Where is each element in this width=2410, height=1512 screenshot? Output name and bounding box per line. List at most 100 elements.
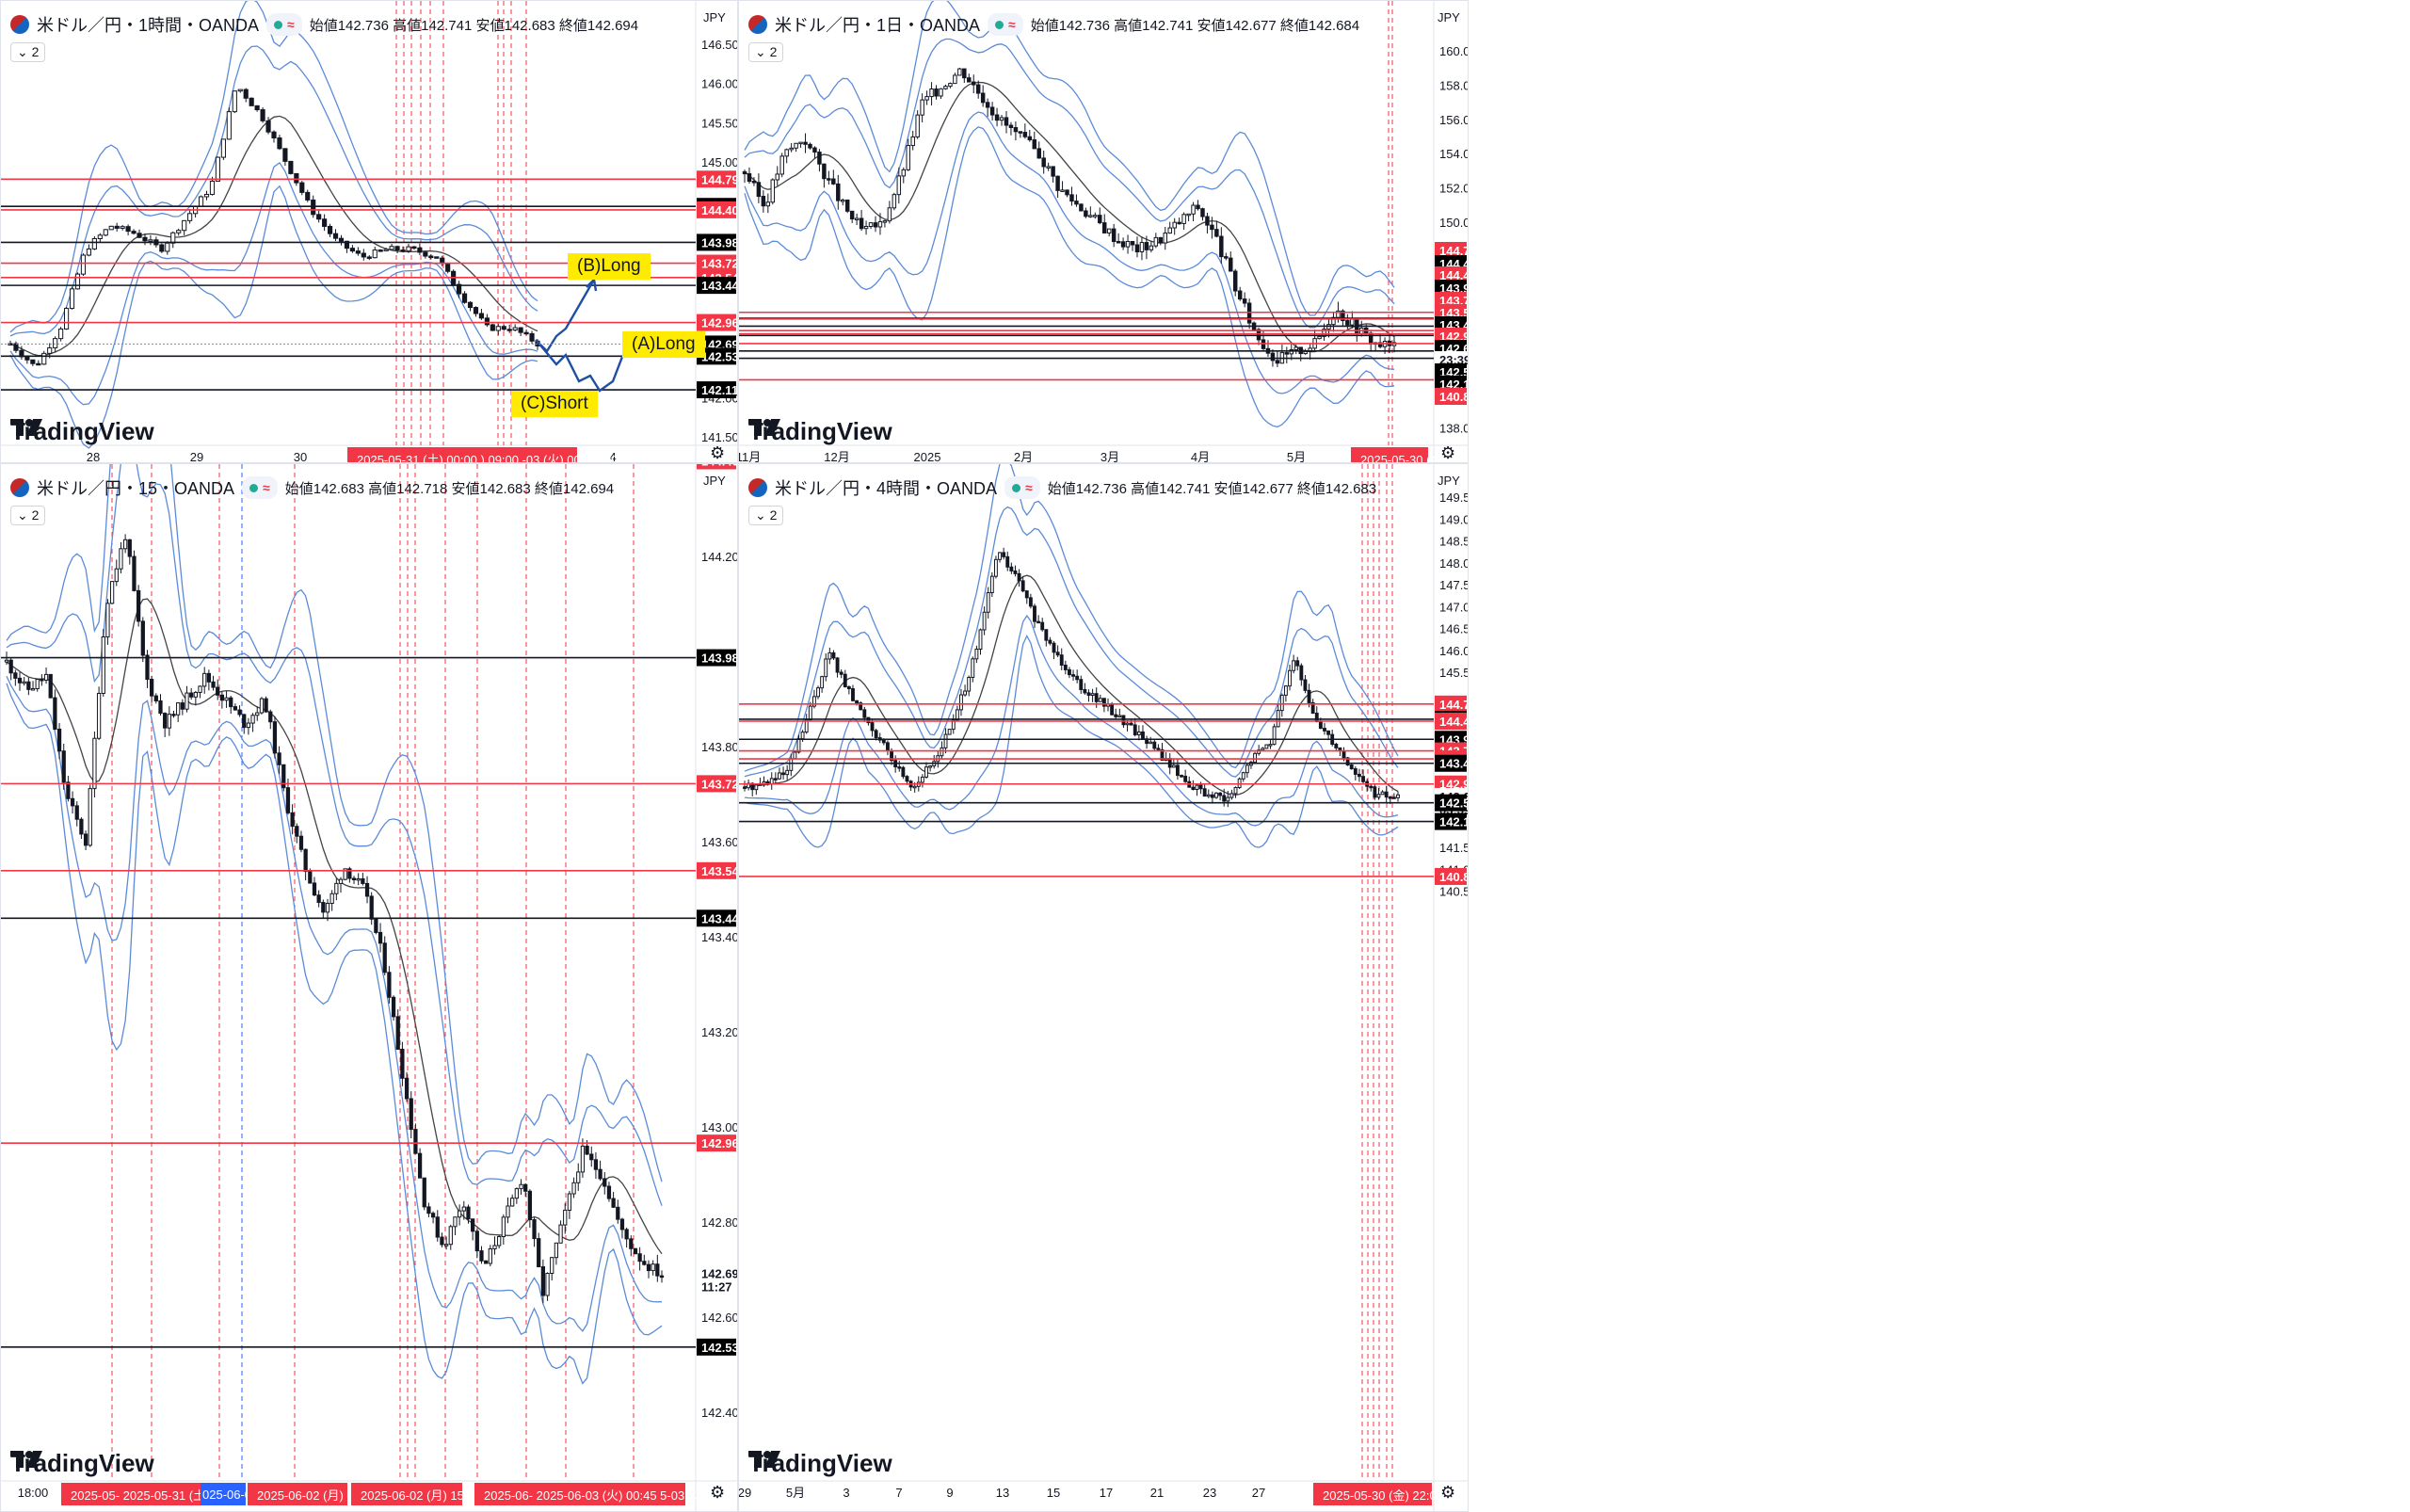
candle-body [400, 249, 406, 252]
candle-body [943, 86, 948, 89]
candle-body [993, 558, 998, 577]
candle-body [457, 283, 462, 295]
candle-body [1120, 241, 1126, 248]
indicator-count-toggle[interactable]: ⌄ 2 [10, 506, 46, 525]
candle-body [887, 207, 892, 222]
candle-body [105, 603, 110, 638]
candle-body [484, 1260, 489, 1264]
chart-canvas-4h[interactable]: 149.500 149.000 148.500 148.000 147.500 147.0… [739, 464, 1469, 1512]
candle-body [1357, 773, 1361, 778]
candle-body [1295, 660, 1300, 667]
usdjpy-flag-icon [748, 478, 767, 497]
candle-body [203, 193, 210, 198]
price-tick-label: 146.500 [1439, 622, 1469, 636]
candle-body [226, 111, 232, 140]
settings-gear-icon[interactable]: ⚙ [710, 1483, 726, 1502]
candle-body [1380, 791, 1385, 796]
settings-gear-icon[interactable]: ⚙ [710, 443, 726, 462]
chart-canvas-15m[interactable]: 144.200 143.800 143.600 143.400 143.200 143.0… [1, 464, 738, 1512]
candle-body [910, 136, 915, 147]
candle-body [756, 182, 762, 198]
candle-body [633, 1247, 638, 1255]
candle-body [789, 147, 794, 151]
candle-body [1098, 215, 1102, 224]
candle-body [1134, 244, 1140, 252]
status-pill[interactable]: ≈ [988, 13, 1023, 36]
candle-body [778, 772, 781, 780]
candle-body [97, 234, 103, 239]
chart-panel-1h[interactable]: 146.500146.000145.500145.000142.000141.5… [0, 0, 738, 463]
bollinger-upper-2sd [6, 464, 663, 1206]
price-label-text: 143.989 [701, 235, 738, 249]
candle-body [132, 555, 137, 591]
candle-body [1289, 348, 1294, 355]
candle-body [91, 237, 97, 249]
chart-panel-4h[interactable]: 149.500 149.000 148.500 148.000 147.500 147.0… [738, 463, 1469, 1512]
candle-body [1114, 714, 1118, 717]
candle-body [1226, 796, 1230, 802]
candle-body [1232, 270, 1238, 292]
chart-canvas-1d[interactable]: 160.000 158.000 156.000 154.000 152.000 150.0… [739, 1, 1469, 463]
candle-body [153, 695, 158, 701]
candle-body [243, 88, 249, 99]
chart-canvas-1h[interactable]: 146.500146.000145.500145.000142.000141.5… [1, 1, 738, 463]
candle-body [540, 1266, 546, 1296]
candle-body [1350, 318, 1355, 326]
candle-body [998, 552, 1002, 560]
settings-gear-icon[interactable]: ⚙ [1440, 1483, 1456, 1502]
candle-body [1139, 242, 1145, 252]
price-tick-label: 149.000 [1439, 512, 1469, 526]
date-tick-label: 3月 [1101, 450, 1119, 463]
status-pill[interactable]: ≈ [242, 476, 278, 499]
annotation-a-long[interactable]: (A)Long [622, 331, 705, 358]
candle-body [1051, 166, 1055, 177]
price-label-text: 143.441 [1439, 757, 1469, 771]
indicator-count-toggle[interactable]: ⌄ 2 [748, 42, 784, 62]
candle-body [1002, 552, 1006, 557]
candle-body [1214, 229, 1219, 237]
annotation-c-short[interactable]: (C)Short [511, 391, 598, 417]
annotation-b-long[interactable]: (B)Long [568, 253, 651, 280]
settings-gear-icon[interactable]: ⚙ [1440, 443, 1456, 462]
candle-body [131, 231, 137, 234]
bollinger-upper-3sd [9, 1, 538, 333]
candle-body [959, 694, 963, 711]
candle-body [250, 715, 255, 724]
candle-body [1153, 236, 1159, 247]
candle-body [1268, 744, 1273, 747]
candle-body [378, 249, 383, 252]
symbol-title[interactable]: 米ドル／円・1時間・OANDA [37, 16, 260, 35]
price-label-box [697, 1338, 736, 1356]
candle-body [1303, 679, 1308, 691]
candle-body [1013, 127, 1019, 133]
symbol-title[interactable]: 米ドル／円・15・OANDA [37, 479, 235, 498]
candle-body [611, 1198, 616, 1208]
candle-body [497, 1236, 502, 1247]
price-label-text: 142.968 [1439, 778, 1469, 792]
price-tick-label: 142.600 [701, 1311, 738, 1325]
status-pill[interactable]: ≈ [266, 13, 302, 36]
indicator-count-toggle[interactable]: ⌄ 2 [748, 506, 784, 525]
symbol-title[interactable]: 米ドル／円・1日・OANDA [775, 16, 981, 35]
bollinger-lower-3sd [9, 185, 538, 449]
ohlc-readout: 始値142.736 高値142.741 安値142.677 終値142.684 [1030, 17, 1360, 34]
candle-body [808, 143, 812, 149]
price-tick-label: 150.000 [1439, 216, 1469, 230]
status-pill[interactable]: ≈ [1004, 476, 1040, 499]
candle-body [1237, 778, 1242, 789]
candle-body [812, 147, 817, 153]
candle-body [1279, 694, 1284, 712]
chart-panel-1d[interactable]: 160.000 158.000 156.000 154.000 152.000 150.0… [738, 0, 1469, 463]
candle-body [957, 68, 962, 76]
chart-panel-15m[interactable]: 144.200 143.800 143.600 143.400 143.200 143.0… [0, 463, 738, 1512]
date-tick-label: 4 [609, 450, 616, 463]
candle-body [906, 145, 910, 170]
symbol-title[interactable]: 米ドル／円・4時間・OANDA [775, 479, 998, 498]
price-tick-label: 149.500 [1439, 491, 1469, 505]
indicator-count-toggle[interactable]: ⌄ 2 [10, 42, 46, 62]
candle-body [1314, 712, 1319, 722]
candle-body [962, 68, 967, 79]
time-axis-highlight: 2025-05-30 (金) 22:00 [1313, 1483, 1443, 1505]
candle-body [374, 918, 378, 933]
market-open-icon [1012, 483, 1021, 492]
